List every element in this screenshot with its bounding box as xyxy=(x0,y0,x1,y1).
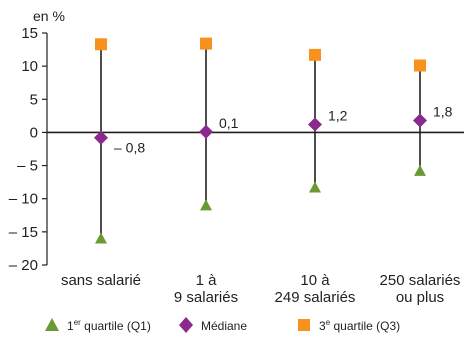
median-value-label: 0,1 xyxy=(219,115,239,131)
y-tick-label: – 15 xyxy=(9,224,38,241)
y-tick-label: 10 xyxy=(21,58,38,75)
q1-triangle-marker xyxy=(95,232,107,244)
median-value-label: 1,2 xyxy=(328,107,348,123)
median-diamond-marker xyxy=(308,117,322,132)
y-tick-label: – 10 xyxy=(9,191,38,208)
category-label: 250 salariés xyxy=(380,272,461,289)
y-tick-label: 15 xyxy=(21,25,38,42)
category-label: 10 à xyxy=(300,272,330,289)
q1-triangle-marker xyxy=(414,164,426,176)
category-label: sans salarié xyxy=(61,272,141,289)
legend-item: Médiane xyxy=(179,317,247,333)
median-value-label: – 0,8 xyxy=(114,140,145,156)
legend-diamond-icon xyxy=(179,317,193,333)
y-axis-unit-label: en % xyxy=(33,8,65,24)
category-label: ou plus xyxy=(396,289,444,306)
legend-square-icon xyxy=(298,319,310,331)
y-tick-label: – 5 xyxy=(17,158,38,175)
median-diamond-marker xyxy=(199,124,213,139)
median-diamond-marker xyxy=(413,113,427,128)
legend-triangle-icon xyxy=(45,318,59,331)
q1-triangle-marker xyxy=(200,199,212,211)
y-tick-label: – 20 xyxy=(9,257,38,274)
q3-square-marker xyxy=(95,38,107,51)
category-label: 9 salariés xyxy=(174,289,238,306)
q3-square-marker xyxy=(414,59,426,72)
legend-label: 3e quartile (Q3) xyxy=(319,318,400,333)
legend-item: 3e quartile (Q3) xyxy=(298,318,400,333)
legend-label: Médiane xyxy=(201,319,247,333)
legend-item: 1er quartile (Q1) xyxy=(45,318,151,333)
y-tick-label: 0 xyxy=(30,124,38,141)
q1-triangle-marker xyxy=(309,181,321,193)
category-label: 1 à xyxy=(196,272,218,289)
y-tick-label: 5 xyxy=(30,91,38,108)
legend-label: 1er quartile (Q1) xyxy=(67,318,151,333)
category-label: 249 salariés xyxy=(275,289,356,306)
q3-square-marker xyxy=(200,37,212,50)
median-value-label: 1,8 xyxy=(433,103,453,119)
median-diamond-marker xyxy=(94,130,108,145)
q3-square-marker xyxy=(309,48,321,61)
